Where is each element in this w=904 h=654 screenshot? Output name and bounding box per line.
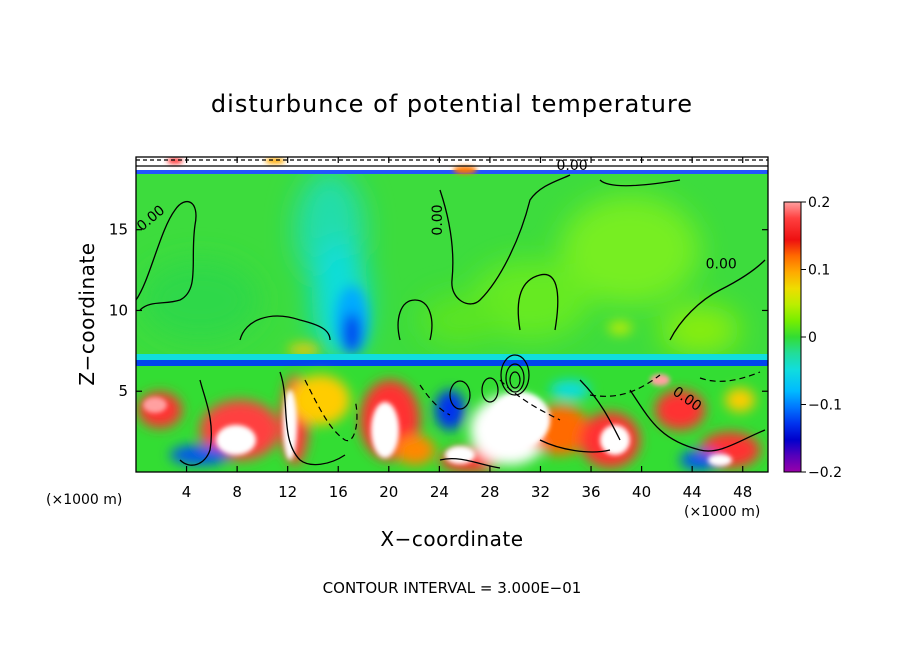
y-tick-label: 15	[109, 221, 128, 239]
contour-lines-dashed	[304, 371, 761, 442]
z-unit-label: (×1000 m)	[46, 492, 122, 508]
colorbar	[783, 201, 802, 473]
colorbar-ticks: 0.2 0.1 0 −0.1 −0.2	[801, 195, 842, 481]
x-tick-label: 24	[430, 483, 449, 501]
x-tick-label: 48	[733, 483, 752, 501]
colorbar-tick-label: −0.2	[808, 465, 842, 481]
y-axis-label: Z−coordinate	[75, 242, 99, 385]
x-axis-label: X−coordinate	[380, 527, 523, 551]
contour-label: 0.00	[706, 256, 737, 272]
x-tick-label: 16	[329, 483, 348, 501]
contour-interval-note: CONTOUR INTERVAL = 3.000E−01	[323, 579, 582, 597]
contour-label: 0.00	[556, 158, 587, 174]
y-axis-ticks: 5 10 15	[109, 221, 768, 400]
colorbar-tick-label: 0.1	[808, 263, 830, 279]
x-tick-label: 28	[480, 483, 499, 501]
x-tick-label: 12	[278, 483, 297, 501]
colorbar-tick-label: 0	[808, 330, 817, 346]
x-tick-label: 32	[531, 483, 550, 501]
y-tick-label: 5	[118, 382, 128, 400]
x-tick-label: 40	[632, 483, 651, 501]
field-heatmap	[136, 157, 768, 472]
contour-lines	[136, 174, 766, 469]
x-tick-label: 4	[182, 483, 192, 501]
contour-vortex	[136, 159, 768, 410]
x-tick-label: 36	[581, 483, 600, 501]
x-tick-label: 8	[232, 483, 242, 501]
colorbar-tick-label: 0.2	[808, 195, 830, 211]
x-axis-ticks: 4 8 12 16 20 24 28 32 36 40 44 48	[182, 157, 752, 501]
colorbar-tick-label: −0.1	[808, 398, 842, 414]
contour-label: 0.00	[430, 204, 446, 235]
plot-frame	[135, 156, 769, 473]
chart-title: disturbunce of potential temperature	[211, 90, 693, 118]
y-tick-label: 10	[109, 301, 128, 319]
x-tick-label: 44	[683, 483, 702, 501]
x-unit-label: (×1000 m)	[684, 504, 760, 520]
x-tick-label: 20	[379, 483, 398, 501]
